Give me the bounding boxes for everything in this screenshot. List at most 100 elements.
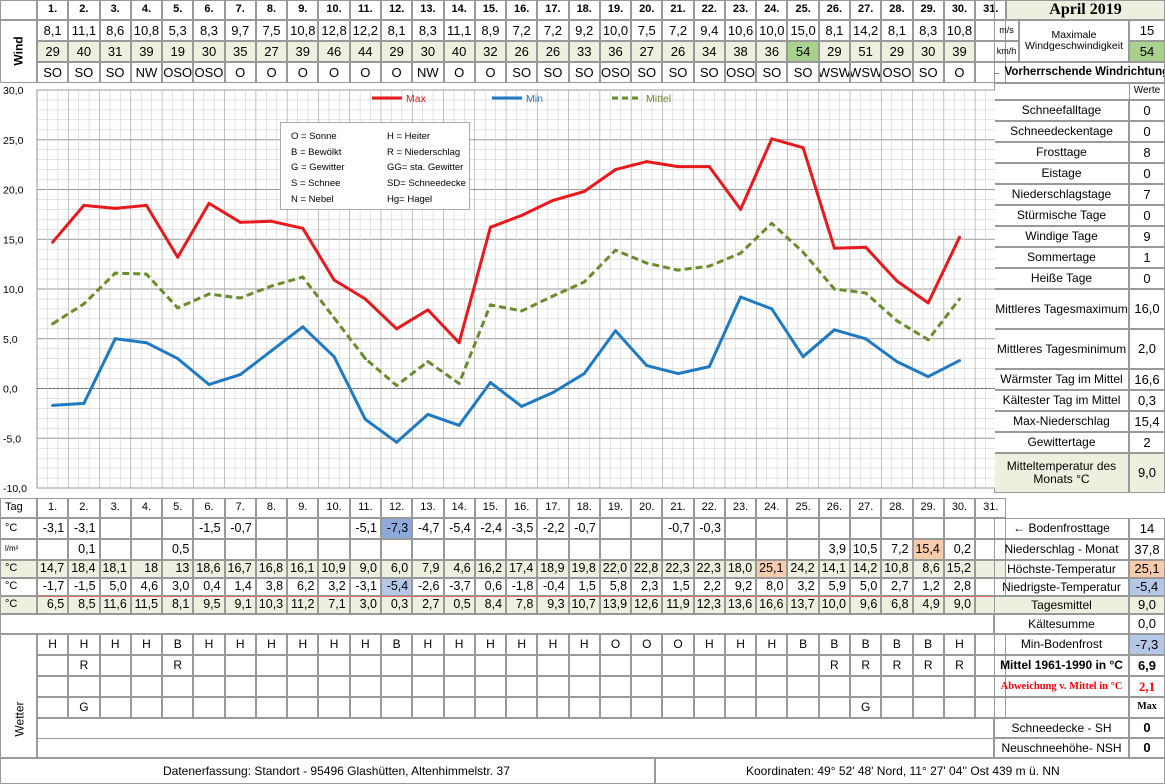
daily-precip-day-10 [318, 539, 350, 560]
wind-kmh-day-13: 30 [412, 41, 444, 62]
wetter-code-day-26: B [818, 634, 851, 655]
max-wind-label: Maximale Windgeschwindigkeit [1019, 20, 1129, 62]
wetter-code-day-27: B [850, 634, 882, 655]
wind-kmh-day-18: 33 [568, 41, 600, 62]
daily-precip-day-18 [568, 539, 600, 560]
wetter-code-day-19 [599, 697, 632, 718]
daily-precip-day-15 [474, 539, 507, 560]
wind-ms-day-22: 9,4 [693, 20, 725, 41]
wetter-code-day-9: H [287, 634, 319, 655]
wind-dir-day-19: OSO [599, 62, 632, 83]
daily-min-day-21: 1,5 [662, 578, 694, 596]
wetter-code-day-30: H [943, 634, 976, 655]
daily-days-day-17: 17. [537, 498, 569, 518]
daily-precip-day-22 [693, 539, 725, 560]
daily-mean-day-20: 12,6 [631, 596, 663, 614]
wetter-code-day-28: B [881, 634, 913, 655]
daily-frost-day-23 [724, 518, 757, 539]
wetter-code-day-4: H [130, 634, 163, 655]
wetter-code-day-25: B [787, 634, 819, 655]
wind-kmh-day-2: 40 [68, 41, 100, 62]
wetter-code-day-13: H [412, 634, 444, 655]
daily-min-day-1: -1,7 [37, 578, 69, 596]
wind-dir-day-21: SO [662, 62, 694, 83]
daily-min-day-7: 1,4 [224, 578, 256, 596]
series-min-point [238, 373, 242, 377]
daily-min-day-16: -1,8 [506, 578, 538, 596]
bottom-stat-value: -5,4 [1129, 578, 1165, 596]
wetter-code-day-7 [224, 655, 256, 676]
wind-dir-day-5: OSO [162, 62, 194, 83]
wind-days-day-3: 3. [99, 0, 131, 20]
weather-legend-entry: O = Sonne [291, 131, 337, 142]
wetter-code-day-29 [912, 676, 944, 697]
daily-min-day-28: 2,7 [881, 578, 913, 596]
wetter-code-day-29 [912, 697, 944, 718]
wetter-code-day-23 [724, 655, 757, 676]
wind-ms-day-13: 8,3 [412, 20, 444, 41]
wind-days-day-28: 28. [881, 0, 913, 20]
wetter-code-day-28 [881, 676, 913, 697]
series-mittel-point [582, 280, 586, 284]
daily-min-day-30: 2,8 [943, 578, 976, 596]
daily-precip-day-29: 15,4 [912, 539, 944, 560]
wetter-code-day-23 [724, 697, 757, 718]
wetter-code-day-9 [287, 697, 319, 718]
daily-min-day-14: -3,7 [443, 578, 475, 596]
wind-ms-day-4: 10,8 [130, 20, 163, 41]
bottom-stat-label: Min-Bodenfrost [994, 634, 1129, 655]
daily-precip-day-28: 7,2 [881, 539, 913, 560]
wind-days-day-17: 17. [537, 0, 569, 20]
wetter-code-day-16 [506, 697, 538, 718]
wetter-code-day-29: B [912, 634, 944, 655]
daily-precip-day-19 [599, 539, 632, 560]
wind-ms-day-19: 10,0 [599, 20, 632, 41]
daily-min-day-11: -3,1 [349, 578, 381, 596]
row-unit-max: °C [0, 560, 37, 578]
wind-ms-day-9: 10,8 [287, 20, 319, 41]
daily-days-day-24: 24. [756, 498, 788, 518]
wetter-code-day-30: R [943, 655, 976, 676]
wetter-code-day-12: B [380, 634, 413, 655]
series-min-point [613, 329, 617, 333]
daily-mean-day-18: 10,7 [568, 596, 600, 614]
wind-kmh-day-28: 29 [881, 41, 913, 62]
daily-precip-day-31 [975, 539, 1007, 560]
daily-max-day-6: 18,6 [193, 560, 225, 578]
daily-max-day-29: 8,6 [912, 560, 944, 578]
daily-min-day-4: 4,6 [130, 578, 163, 596]
series-mittel-point [707, 264, 711, 268]
daily-min-day-8: 3,8 [255, 578, 288, 596]
wind-days-day-22: 22. [693, 0, 725, 20]
wetter-code-day-31 [975, 697, 1007, 718]
wind-dir-day-4: NW [130, 62, 163, 83]
daily-min-day-19: 5,8 [599, 578, 632, 596]
wind-ms-day-1: 8,1 [37, 20, 69, 41]
daily-max-day-1: 14,7 [37, 560, 69, 578]
series-max-point [645, 160, 649, 164]
y-tick-label: 25,0 [3, 135, 24, 147]
series-max-point [144, 203, 148, 207]
daily-max-day-12: 6,0 [380, 560, 413, 578]
wetter-code-day-19: O [599, 634, 632, 655]
wetter-code-day-24: H [756, 634, 788, 655]
y-tick-label: 20,0 [3, 185, 24, 197]
daily-mean-day-29: 4,9 [912, 596, 944, 614]
unit-ms: m/s [994, 20, 1019, 41]
wind-kmh-day-15: 32 [474, 41, 507, 62]
series-max-point [770, 137, 774, 141]
daily-min-day-29: 1,2 [912, 578, 944, 596]
daily-mean-day-16: 7,8 [506, 596, 538, 614]
max-wind-kmh: 54 [1129, 41, 1165, 62]
row-unit-frost: °C [0, 518, 37, 539]
daily-mean-day-22: 12,3 [693, 596, 725, 614]
wind-dir-day-31 [975, 62, 1007, 83]
daily-max-day-4: 18 [130, 560, 163, 578]
daily-min-day-3: 5,0 [99, 578, 131, 596]
wetter-empty-row [37, 738, 994, 758]
daily-frost-day-12: -7,3 [380, 518, 413, 539]
wetter-code-day-15 [474, 655, 507, 676]
weather-legend-entry: N = Nebel [291, 193, 334, 205]
wetter-code-day-23: H [724, 634, 757, 655]
wind-dir-day-28: OSO [881, 62, 913, 83]
